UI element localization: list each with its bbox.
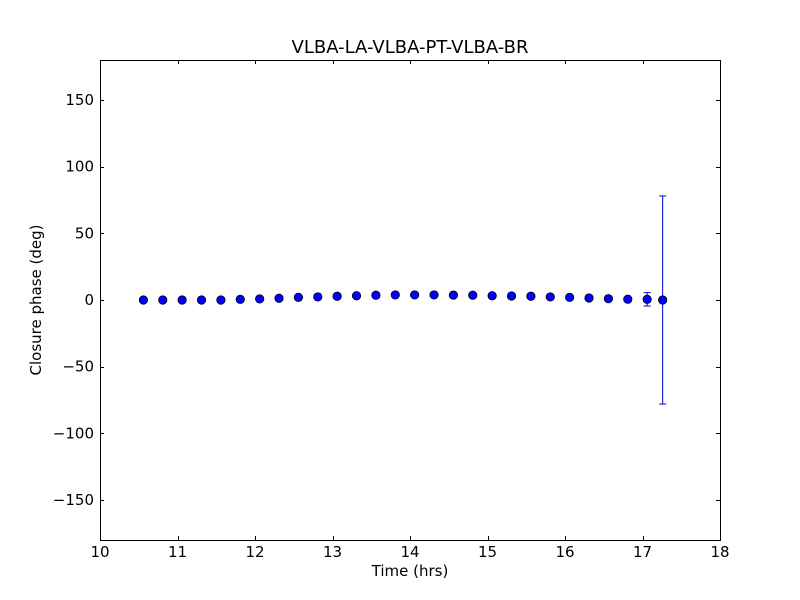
data-point (293, 292, 303, 302)
data-point (313, 292, 323, 302)
data-point (642, 294, 652, 304)
data-point (371, 290, 381, 300)
data-point (603, 294, 614, 304)
data-point (448, 290, 458, 300)
data-point (138, 295, 148, 305)
chart-title: VLBA-LA-VLBA-PT-VLBA-BR (292, 37, 529, 58)
x-tick-label: 16 (555, 543, 574, 561)
data-point (274, 293, 284, 303)
data-points (138, 290, 668, 305)
data-point (196, 295, 207, 305)
data-point (332, 291, 342, 301)
y-tick-label: 0 (84, 291, 94, 309)
data-point (429, 290, 439, 300)
data-point (177, 295, 187, 305)
data-point (506, 291, 517, 301)
data-point (545, 292, 555, 302)
x-tick-label: 12 (245, 543, 264, 561)
x-tick-label: 18 (710, 543, 729, 561)
data-point (565, 292, 575, 302)
data-point (468, 290, 478, 300)
y-tick-label: −50 (62, 358, 94, 376)
data-point (216, 295, 226, 305)
data-point (526, 291, 536, 301)
data-point (623, 294, 633, 304)
data-point (255, 294, 265, 304)
x-tick-label: 10 (90, 543, 109, 561)
data-point (658, 295, 668, 305)
x-tick-label: 13 (323, 543, 342, 561)
data-point (487, 291, 497, 301)
y-tick-label: 150 (65, 91, 94, 109)
data-point (235, 294, 245, 304)
data-point (584, 293, 594, 303)
y-axis-title: Closure phase (deg) (27, 225, 45, 376)
plot-frame (100, 60, 721, 541)
data-point (351, 291, 362, 301)
y-tick-label: 100 (65, 158, 94, 176)
y-tick-label: −100 (53, 424, 94, 442)
x-axis-title: Time (hrs) (371, 562, 449, 580)
y-tick-label: 50 (75, 224, 94, 242)
y-tick-label: −150 (53, 491, 94, 509)
axis-ticks: 10 11 12 13 14 15 16 17 18 −150 −100 −50 0 50 100 150 (53, 60, 730, 561)
x-tick-label: 14 (400, 543, 419, 561)
x-tick-label: 15 (478, 543, 497, 561)
data-point (158, 295, 168, 305)
data-point (410, 290, 420, 300)
x-tick-label: 17 (633, 543, 652, 561)
data-point (390, 290, 400, 300)
x-tick-label: 11 (168, 543, 187, 561)
